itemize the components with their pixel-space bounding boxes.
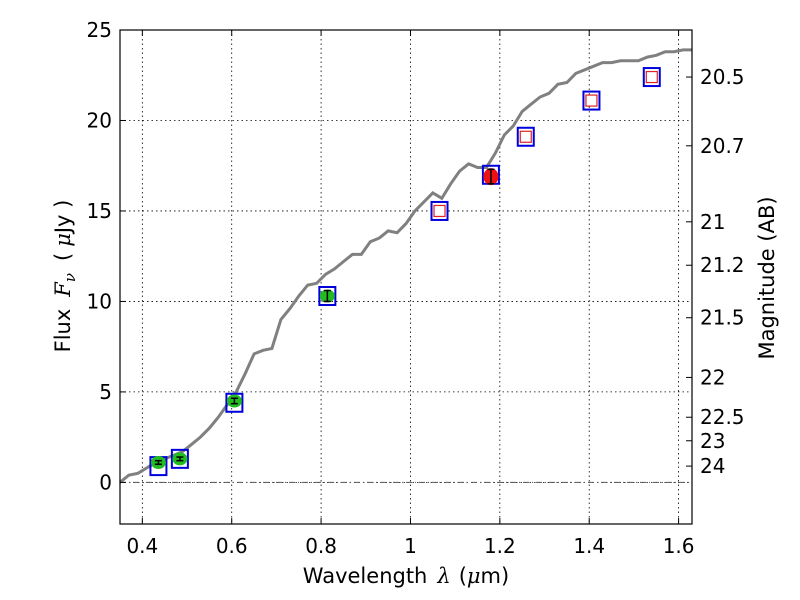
x-axis-unit-rest: m) xyxy=(481,564,510,588)
filter-box-marker xyxy=(225,392,244,413)
x-axis-symbol: λ xyxy=(436,564,450,588)
y2-axis-title: Magnitude (AB) xyxy=(755,196,779,359)
predicted-point xyxy=(645,70,658,84)
mag-tick-label: 21 xyxy=(700,210,725,234)
predicted-point xyxy=(585,94,598,107)
mag-tick-label: 20.7 xyxy=(700,134,745,158)
mag-tick-label: 22.5 xyxy=(700,405,745,429)
y-axis-subscript: ν xyxy=(61,273,79,282)
y-axis-symbol: F xyxy=(51,281,75,298)
model-sed-line xyxy=(119,48,692,484)
y-tick-label: 5 xyxy=(99,380,112,404)
x-tick-label: 0.6 xyxy=(216,534,248,558)
y-tick-label: 0 xyxy=(99,470,112,494)
filter-box-marker xyxy=(642,67,661,88)
x-axis-label: Wavelength xyxy=(303,564,428,588)
y-tick-label: 10 xyxy=(87,289,112,313)
x-axis-unit-mu: μ xyxy=(467,564,481,588)
predicted-point xyxy=(519,130,532,143)
filter-box-marker xyxy=(430,200,449,221)
y-tick-label: 20 xyxy=(87,108,112,132)
y-axis-unit-mu: μ xyxy=(51,233,75,247)
x-tick-label: 1.6 xyxy=(663,534,695,558)
filter-box-marker xyxy=(582,90,601,111)
x-tick-label: 1.4 xyxy=(573,534,605,558)
x-tick-label: 1.2 xyxy=(484,534,516,558)
mag-tick-label: 24 xyxy=(700,454,725,478)
mag-tick-label: 21.2 xyxy=(700,253,745,277)
y-axis-unit-open: ( xyxy=(51,253,75,261)
x-tick-label: 0.4 xyxy=(126,534,158,558)
ticks: 0.4 0.6 0.8 1 1.2 1.4 1.6 0 5 10 15 20 25 20.5 20.7 21 2… xyxy=(87,18,745,558)
y-axis-label: Flux xyxy=(51,309,75,353)
filter-box-marker xyxy=(170,448,189,469)
y-tick-label: 25 xyxy=(87,18,112,42)
predicted-point xyxy=(433,204,446,218)
y-axis-unit-rest: Jy ) xyxy=(51,200,75,236)
x-tick-label: 0.8 xyxy=(305,534,337,558)
mag-tick-label: 23 xyxy=(700,429,725,453)
x-axis-unit-open: ( xyxy=(459,564,467,588)
mag-tick-label: 21.5 xyxy=(700,306,745,330)
y-axis-title: Flux Fν ( μJy ) xyxy=(51,200,79,353)
filter-box-marker xyxy=(516,126,535,147)
plot-background xyxy=(120,30,692,524)
y-tick-label: 15 xyxy=(87,199,112,223)
mag-tick-label: 22 xyxy=(700,365,725,389)
x-axis-title: Wavelength λ (μm) xyxy=(303,564,509,588)
plot-frame xyxy=(119,29,693,525)
x-tick-label: 1 xyxy=(404,534,417,558)
mag-tick-label: 20.5 xyxy=(700,65,745,89)
filter-box-marker xyxy=(318,286,337,306)
markers xyxy=(149,67,661,477)
